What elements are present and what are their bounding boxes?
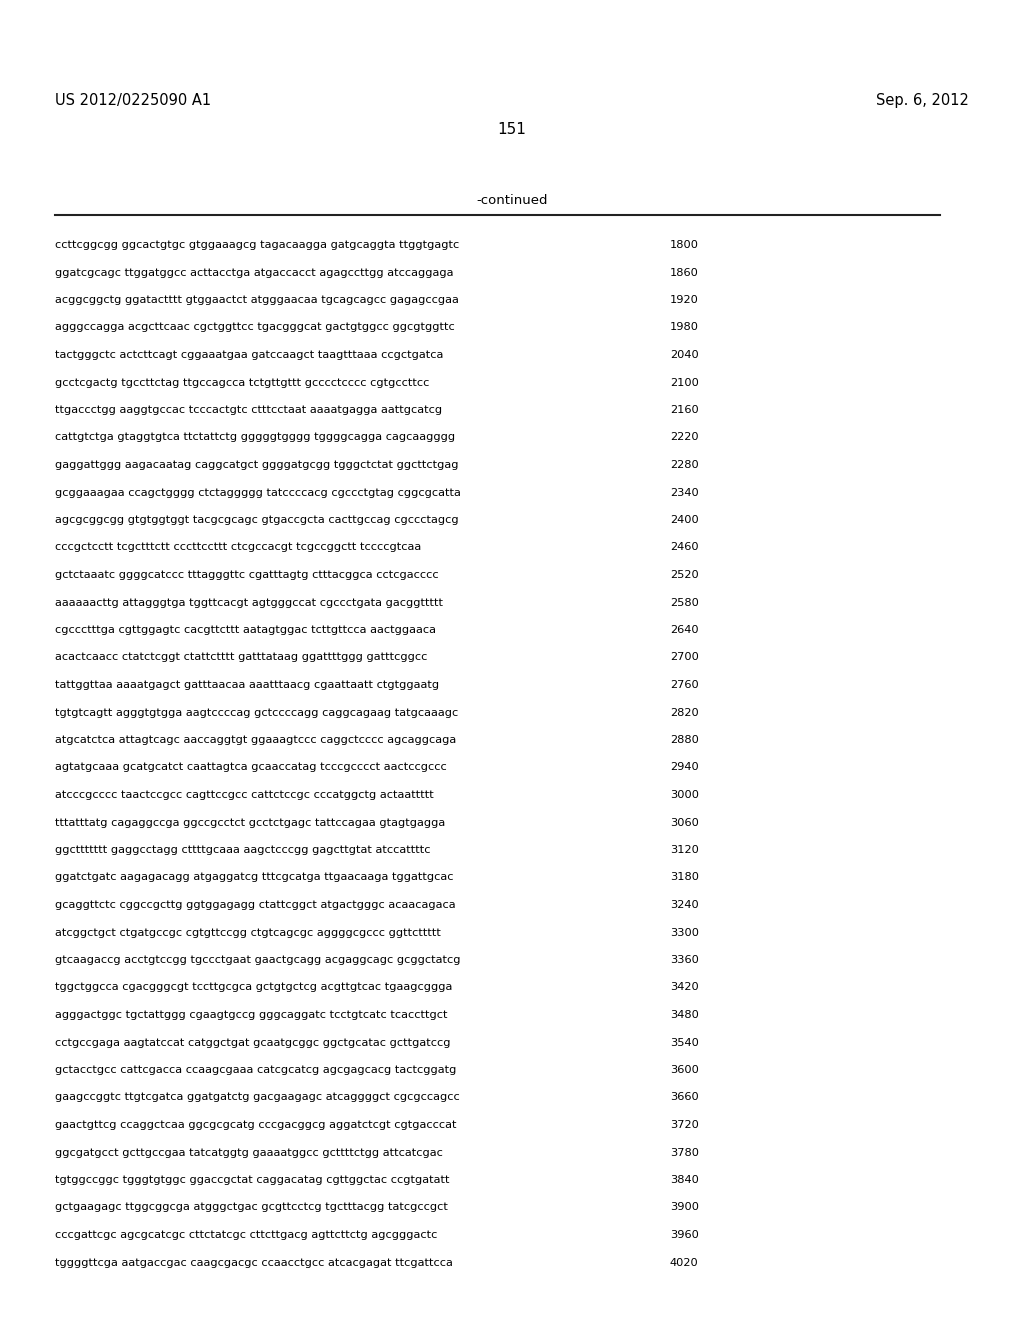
Text: 1860: 1860 [670, 268, 698, 277]
Text: 2820: 2820 [670, 708, 698, 718]
Text: 2940: 2940 [670, 763, 698, 772]
Text: agtatgcaaa gcatgcatct caattagtca gcaaccatag tcccgcccct aactccgccc: agtatgcaaa gcatgcatct caattagtca gcaacca… [55, 763, 446, 772]
Text: 3180: 3180 [670, 873, 699, 883]
Text: 2340: 2340 [670, 487, 698, 498]
Text: gctctaaatc ggggcatccc tttagggttc cgatttagtg ctttacggca cctcgacccc: gctctaaatc ggggcatccc tttagggttc cgattta… [55, 570, 438, 579]
Text: agggccagga acgcttcaac cgctggttcc tgacgggcat gactgtggcc ggcgtggttc: agggccagga acgcttcaac cgctggttcc tgacggg… [55, 322, 455, 333]
Text: gctgaagagc ttggcggcga atgggctgac gcgttcctcg tgctttacgg tatcgccgct: gctgaagagc ttggcggcga atgggctgac gcgttcc… [55, 1203, 447, 1213]
Text: cccgctcctt tcgctttctt cccttccttt ctcgccacgt tcgccggctt tccccgtcaa: cccgctcctt tcgctttctt cccttccttt ctcgcca… [55, 543, 421, 553]
Text: tttatttatg cagaggccga ggccgcctct gcctctgagc tattccagaa gtagtgagga: tttatttatg cagaggccga ggccgcctct gcctctg… [55, 817, 445, 828]
Text: atgcatctca attagtcagc aaccaggtgt ggaaagtccc caggctcccc agcaggcaga: atgcatctca attagtcagc aaccaggtgt ggaaagt… [55, 735, 457, 744]
Text: 2880: 2880 [670, 735, 698, 744]
Text: 1920: 1920 [670, 294, 698, 305]
Text: 3120: 3120 [670, 845, 698, 855]
Text: 2040: 2040 [670, 350, 698, 360]
Text: 4020: 4020 [670, 1258, 698, 1267]
Text: 3900: 3900 [670, 1203, 699, 1213]
Text: cgccctttga cgttggagtc cacgttcttt aatagtggac tcttgttcca aactggaaca: cgccctttga cgttggagtc cacgttcttt aatagtg… [55, 624, 436, 635]
Text: 2100: 2100 [670, 378, 698, 388]
Text: 2700: 2700 [670, 652, 698, 663]
Text: 3000: 3000 [670, 789, 699, 800]
Text: gcggaaagaa ccagctgggg ctctaggggg tatccccacg cgccctgtag cggcgcatta: gcggaaagaa ccagctgggg ctctaggggg tatcccc… [55, 487, 461, 498]
Text: gaagccggtc ttgtcgatca ggatgatctg gacgaagagc atcaggggct cgcgccagcc: gaagccggtc ttgtcgatca ggatgatctg gacgaag… [55, 1093, 460, 1102]
Text: 2640: 2640 [670, 624, 698, 635]
Text: 3480: 3480 [670, 1010, 698, 1020]
Text: tgtgtcagtt agggtgtgga aagtccccag gctccccagg caggcagaag tatgcaaagc: tgtgtcagtt agggtgtgga aagtccccag gctcccc… [55, 708, 459, 718]
Text: 3840: 3840 [670, 1175, 698, 1185]
Text: 3720: 3720 [670, 1119, 698, 1130]
Text: cctgccgaga aagtatccat catggctgat gcaatgcggc ggctgcatac gcttgatccg: cctgccgaga aagtatccat catggctgat gcaatgc… [55, 1038, 451, 1048]
Text: 2460: 2460 [670, 543, 698, 553]
Text: 2580: 2580 [670, 598, 698, 607]
Text: 3960: 3960 [670, 1230, 698, 1239]
Text: -continued: -continued [476, 194, 548, 206]
Text: tggggttcga aatgaccgac caagcgacgc ccaacctgcc atcacgagat ttcgattcca: tggggttcga aatgaccgac caagcgacgc ccaacct… [55, 1258, 453, 1267]
Text: ggatcgcagc ttggatggcc acttacctga atgaccacct agagccttgg atccaggaga: ggatcgcagc ttggatggcc acttacctga atgacca… [55, 268, 454, 277]
Text: 3240: 3240 [670, 900, 698, 909]
Text: ggcgatgcct gcttgccgaa tatcatggtg gaaaatggcc gcttttctgg attcatcgac: ggcgatgcct gcttgccgaa tatcatggtg gaaaatg… [55, 1147, 442, 1158]
Text: gcctcgactg tgccttctag ttgccagcca tctgttgttt gcccctcccc cgtgccttcc: gcctcgactg tgccttctag ttgccagcca tctgttg… [55, 378, 429, 388]
Text: tggctggcca cgacgggcgt tccttgcgca gctgtgctcg acgttgtcac tgaagcggga: tggctggcca cgacgggcgt tccttgcgca gctgtgc… [55, 982, 453, 993]
Text: 3540: 3540 [670, 1038, 698, 1048]
Text: gaactgttcg ccaggctcaa ggcgcgcatg cccgacggcg aggatctcgt cgtgacccat: gaactgttcg ccaggctcaa ggcgcgcatg cccgacg… [55, 1119, 457, 1130]
Text: ggatctgatc aagagacagg atgaggatcg tttcgcatga ttgaacaaga tggattgcac: ggatctgatc aagagacagg atgaggatcg tttcgca… [55, 873, 454, 883]
Text: agcgcggcgg gtgtggtggt tacgcgcagc gtgaccgcta cacttgccag cgccctagcg: agcgcggcgg gtgtggtggt tacgcgcagc gtgaccg… [55, 515, 459, 525]
Text: tgtggccggc tgggtgtggc ggaccgctat caggacatag cgttggctac ccgtgatatt: tgtggccggc tgggtgtggc ggaccgctat caggaca… [55, 1175, 450, 1185]
Text: ccttcggcgg ggcactgtgc gtggaaagcg tagacaagga gatgcaggta ttggtgagtc: ccttcggcgg ggcactgtgc gtggaaagcg tagacaa… [55, 240, 459, 249]
Text: 2160: 2160 [670, 405, 698, 414]
Text: 3420: 3420 [670, 982, 698, 993]
Text: 151: 151 [498, 123, 526, 137]
Text: 2220: 2220 [670, 433, 698, 442]
Text: 2400: 2400 [670, 515, 698, 525]
Text: 3660: 3660 [670, 1093, 698, 1102]
Text: atcccgcccc taactccgcc cagttccgcc cattctccgc cccatggctg actaattttt: atcccgcccc taactccgcc cagttccgcc cattctc… [55, 789, 434, 800]
Text: acggcggctg ggatactttt gtggaactct atgggaacaa tgcagcagcc gagagccgaa: acggcggctg ggatactttt gtggaactct atgggaa… [55, 294, 459, 305]
Text: 2280: 2280 [670, 459, 698, 470]
Text: 1980: 1980 [670, 322, 699, 333]
Text: gaggattggg aagacaatag caggcatgct ggggatgcgg tgggctctat ggcttctgag: gaggattggg aagacaatag caggcatgct ggggatg… [55, 459, 459, 470]
Text: 3060: 3060 [670, 817, 698, 828]
Text: tattggttaa aaaatgagct gatttaacaa aaatttaacg cgaattaatt ctgtggaatg: tattggttaa aaaatgagct gatttaacaa aaattta… [55, 680, 439, 690]
Text: aaaaaacttg attagggtga tggttcacgt agtgggccat cgccctgata gacggttttt: aaaaaacttg attagggtga tggttcacgt agtgggc… [55, 598, 443, 607]
Text: 3300: 3300 [670, 928, 699, 937]
Text: Sep. 6, 2012: Sep. 6, 2012 [877, 92, 969, 107]
Text: US 2012/0225090 A1: US 2012/0225090 A1 [55, 92, 211, 107]
Text: 3360: 3360 [670, 954, 698, 965]
Text: gtcaagaccg acctgtccgg tgccctgaat gaactgcagg acgaggcagc gcggctatcg: gtcaagaccg acctgtccgg tgccctgaat gaactgc… [55, 954, 461, 965]
Text: gctacctgcc cattcgacca ccaagcgaaa catcgcatcg agcgagcacg tactcggatg: gctacctgcc cattcgacca ccaagcgaaa catcgca… [55, 1065, 457, 1074]
Text: ttgaccctgg aaggtgccac tcccactgtc ctttcctaat aaaatgagga aattgcatcg: ttgaccctgg aaggtgccac tcccactgtc ctttcct… [55, 405, 442, 414]
Text: 2520: 2520 [670, 570, 698, 579]
Text: acactcaacc ctatctcggt ctattctttt gatttataag ggattttggg gatttcggcc: acactcaacc ctatctcggt ctattctttt gatttat… [55, 652, 427, 663]
Text: cccgattcgc agcgcatcgc cttctatcgc cttcttgacg agttcttctg agcgggactc: cccgattcgc agcgcatcgc cttctatcgc cttcttg… [55, 1230, 437, 1239]
Text: cattgtctga gtaggtgtca ttctattctg gggggtgggg tggggcagga cagcaagggg: cattgtctga gtaggtgtca ttctattctg gggggtg… [55, 433, 455, 442]
Text: 3780: 3780 [670, 1147, 699, 1158]
Text: gcaggttctc cggccgcttg ggtggagagg ctattcggct atgactgggc acaacagaca: gcaggttctc cggccgcttg ggtggagagg ctattcg… [55, 900, 456, 909]
Text: atcggctgct ctgatgccgc cgtgttccgg ctgtcagcgc aggggcgccc ggttcttttt: atcggctgct ctgatgccgc cgtgttccgg ctgtcag… [55, 928, 441, 937]
Text: agggactggc tgctattggg cgaagtgccg gggcaggatc tcctgtcatc tcaccttgct: agggactggc tgctattggg cgaagtgccg gggcagg… [55, 1010, 447, 1020]
Text: ggcttttttt gaggcctagg cttttgcaaa aagctcccgg gagcttgtat atccattttc: ggcttttttt gaggcctagg cttttgcaaa aagctcc… [55, 845, 430, 855]
Text: 3600: 3600 [670, 1065, 698, 1074]
Text: 1800: 1800 [670, 240, 699, 249]
Text: 2760: 2760 [670, 680, 698, 690]
Text: tactgggctc actcttcagt cggaaatgaa gatccaagct taagtttaaa ccgctgatca: tactgggctc actcttcagt cggaaatgaa gatccaa… [55, 350, 443, 360]
